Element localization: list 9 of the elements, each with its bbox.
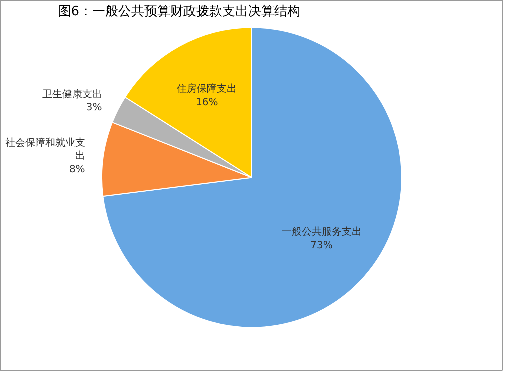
chart-title: 图6：一般公共预算财政拨款支出决算结构: [58, 4, 301, 20]
slice-label: 住房保障支出: [177, 83, 238, 96]
data-label: 3%: [86, 102, 102, 114]
slice-label: 卫生健康支出: [42, 88, 102, 100]
data-label: 73%: [310, 240, 333, 252]
slice-label: 一般公共服务支出: [282, 226, 362, 238]
data-label: 8%: [69, 164, 86, 176]
data-label: 16%: [196, 97, 218, 108]
slice-label: 社会保障和就业支出: [5, 136, 86, 162]
